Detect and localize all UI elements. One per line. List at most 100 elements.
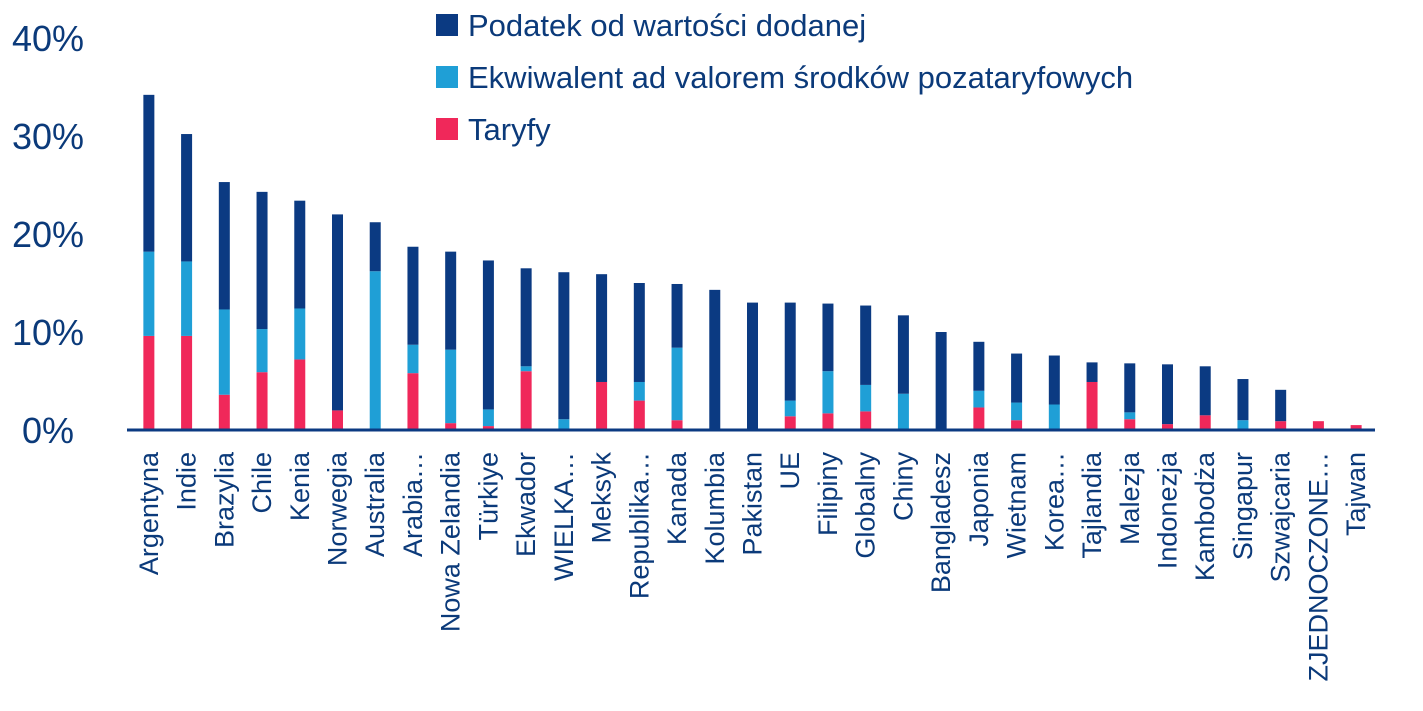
category-label-australia: Australia <box>360 451 390 557</box>
bar-ekwiwalent-ad-valorem-srodkow-pozataryfowych-wietnam <box>1011 402 1023 421</box>
bar-podatek-od-wartosci-dodanej-indonezja <box>1162 364 1173 425</box>
bar-podatek-od-wartosci-dodanej-kanada <box>671 283 683 348</box>
category-label-japonia: Japonia <box>964 451 994 547</box>
legend-swatch-podatek-od-wartosci-dodanej <box>436 14 458 36</box>
bar-ekwiwalent-ad-valorem-srodkow-pozataryfowych-chile <box>256 329 268 373</box>
bar-ekwiwalent-ad-valorem-srodkow-pozataryfowych-republika <box>633 381 645 401</box>
bar-group-nowa-zelandia <box>445 251 457 430</box>
bar-taryfy-indonezja <box>1162 424 1173 430</box>
category-label-norwegia: Norwegia <box>323 451 353 566</box>
category-label-chile: Chile <box>247 452 277 514</box>
bar-ekwiwalent-ad-valorem-srodkow-pozataryfowych-malezja <box>1124 412 1136 420</box>
y-axis-tick-labels: 0% 10% 20% 30% 40% <box>12 18 84 451</box>
bar-taryfy-brazylia <box>218 394 230 430</box>
bar-group-republika <box>633 283 645 430</box>
category-label-argentyna: Argentyna <box>134 451 164 575</box>
bar-podatek-od-wartosci-dodanej-globalny <box>860 305 872 385</box>
bar-podatek-od-wartosci-dodanej-brazylia <box>218 182 230 310</box>
bar-group-argentyna <box>143 94 155 430</box>
y-tick-label: 0% <box>22 410 74 451</box>
legend: Podatek od wartości dodanej Ekwiwalent ad… <box>436 8 1133 147</box>
bar-group-chile <box>256 191 268 430</box>
legend-swatch-taryfy <box>436 118 458 140</box>
bar-taryfy-japonia <box>973 407 985 430</box>
bar-group-ue <box>784 302 796 430</box>
bar-group-wielka <box>558 272 570 430</box>
bar-ekwiwalent-ad-valorem-srodkow-pozataryfowych-arabia <box>407 344 419 374</box>
bar-group-kenia <box>294 200 306 430</box>
bar-ekwiwalent-ad-valorem-srodkow-pozataryfowych-australia <box>369 271 381 430</box>
bar-podatek-od-wartosci-dodanej-chile <box>256 191 268 330</box>
bar-podatek-od-wartosci-dodanej-korea <box>1048 355 1060 405</box>
bar-group-tajlandia <box>1086 362 1098 430</box>
bar-taryfy-tajlandia <box>1086 381 1098 430</box>
bar-group-globalny <box>860 305 872 430</box>
bar-podatek-od-wartosci-dodanej-norwegia <box>332 214 343 411</box>
bar-taryfy-ue <box>784 416 796 430</box>
category-label-tajwan: Tajwan <box>1341 452 1371 536</box>
bar-group-arabia <box>407 246 419 430</box>
bar-podatek-od-wartosci-dodanej-wietnam <box>1011 353 1023 403</box>
bar-podatek-od-wartosci-dodanej-kolumbia <box>709 289 721 430</box>
category-label-kenia: Kenia <box>285 451 315 521</box>
bar-group-ekwador <box>520 268 532 430</box>
bar-ekwiwalent-ad-valorem-srodkow-pozataryfowych-korea <box>1048 404 1060 430</box>
bar-group-norwegia <box>332 214 343 430</box>
bar-podatek-od-wartosci-dodanej-malezja <box>1124 363 1136 413</box>
bar-podatek-od-wartosci-dodanej-bangladesz <box>935 332 947 430</box>
bar-podatek-od-wartosci-dodanej-wielka <box>558 272 570 420</box>
bar-taryfy-argentyna <box>143 335 155 430</box>
bar-group-australia <box>369 222 381 430</box>
bar-group-szwajcaria <box>1275 389 1287 430</box>
bar-group-kambodza <box>1199 366 1211 430</box>
bar-ekwiwalent-ad-valorem-srodkow-pozataryfowych-kanada <box>671 347 683 421</box>
category-label-wietnam: Wietnam <box>1002 452 1032 559</box>
bar-podatek-od-wartosci-dodanej-japonia <box>973 341 985 391</box>
bar-taryfy-arabia <box>407 373 419 430</box>
category-label-wielka: WIELKA… <box>549 452 579 581</box>
bar-taryfy-kambodza <box>1199 415 1211 430</box>
bar-group-malezja <box>1124 363 1136 430</box>
bar-group-turkiye <box>482 260 494 430</box>
category-label-brazylia: Brazylia <box>209 451 239 548</box>
bar-ekwiwalent-ad-valorem-srodkow-pozataryfowych-filipiny <box>822 371 834 414</box>
bar-podatek-od-wartosci-dodanej-pakistan <box>747 302 758 430</box>
category-label-meksyk: Meksyk <box>587 452 617 544</box>
bar-group-japonia <box>973 341 985 430</box>
bar-podatek-od-wartosci-dodanej-republika <box>633 283 645 382</box>
bar-group-zjednoczone <box>1312 421 1324 430</box>
bar-ekwiwalent-ad-valorem-srodkow-pozataryfowych-nowa-zelandia <box>445 349 457 424</box>
bar-podatek-od-wartosci-dodanej-ue <box>784 302 796 401</box>
category-label-kanada: Kanada <box>662 451 692 545</box>
category-label-kolumbia: Kolumbia <box>700 451 730 565</box>
y-tick-label: 10% <box>12 312 84 353</box>
bar-taryfy-zjednoczone <box>1312 421 1324 430</box>
bar-podatek-od-wartosci-dodanej-australia <box>369 222 381 272</box>
category-label-singapur: Singapur <box>1228 452 1258 560</box>
category-label-nowa-zelandia: Nowa Zelandia <box>436 451 466 632</box>
bar-ekwiwalent-ad-valorem-srodkow-pozataryfowych-singapur <box>1237 420 1249 430</box>
bar-podatek-od-wartosci-dodanej-indie <box>181 134 193 262</box>
bar-group-bangladesz <box>935 332 947 430</box>
bar-podatek-od-wartosci-dodanej-filipiny <box>822 303 834 372</box>
bar-podatek-od-wartosci-dodanej-meksyk <box>596 274 608 382</box>
bar-group-filipiny <box>822 303 834 430</box>
bar-taryfy-tajwan <box>1350 425 1362 430</box>
legend-label-podatek-od-wartosci-dodanej: Podatek od wartości dodanej <box>468 8 866 43</box>
bar-taryfy-malezja <box>1124 419 1136 430</box>
category-label-tajlandia: Tajlandia <box>1077 451 1107 559</box>
bar-taryfy-republika <box>633 400 645 430</box>
bar-taryfy-indie <box>181 335 193 430</box>
bar-taryfy-meksyk <box>596 381 608 430</box>
bar-ekwiwalent-ad-valorem-srodkow-pozataryfowych-japonia <box>973 390 985 408</box>
bar-ekwiwalent-ad-valorem-srodkow-pozataryfowych-chiny <box>897 393 909 430</box>
bar-taryfy-filipiny <box>822 413 834 430</box>
category-label-filipiny: Filipiny <box>813 452 843 537</box>
category-label-ue: UE <box>775 452 805 490</box>
category-label-indonezja: Indonezja <box>1153 451 1183 569</box>
category-label-malezja: Malezja <box>1115 451 1145 545</box>
bar-podatek-od-wartosci-dodanej-chiny <box>897 315 909 394</box>
category-label-ekwador: Ekwador <box>511 452 541 557</box>
category-label-korea: Korea… <box>1039 452 1069 551</box>
bar-group-indonezja <box>1162 364 1173 430</box>
